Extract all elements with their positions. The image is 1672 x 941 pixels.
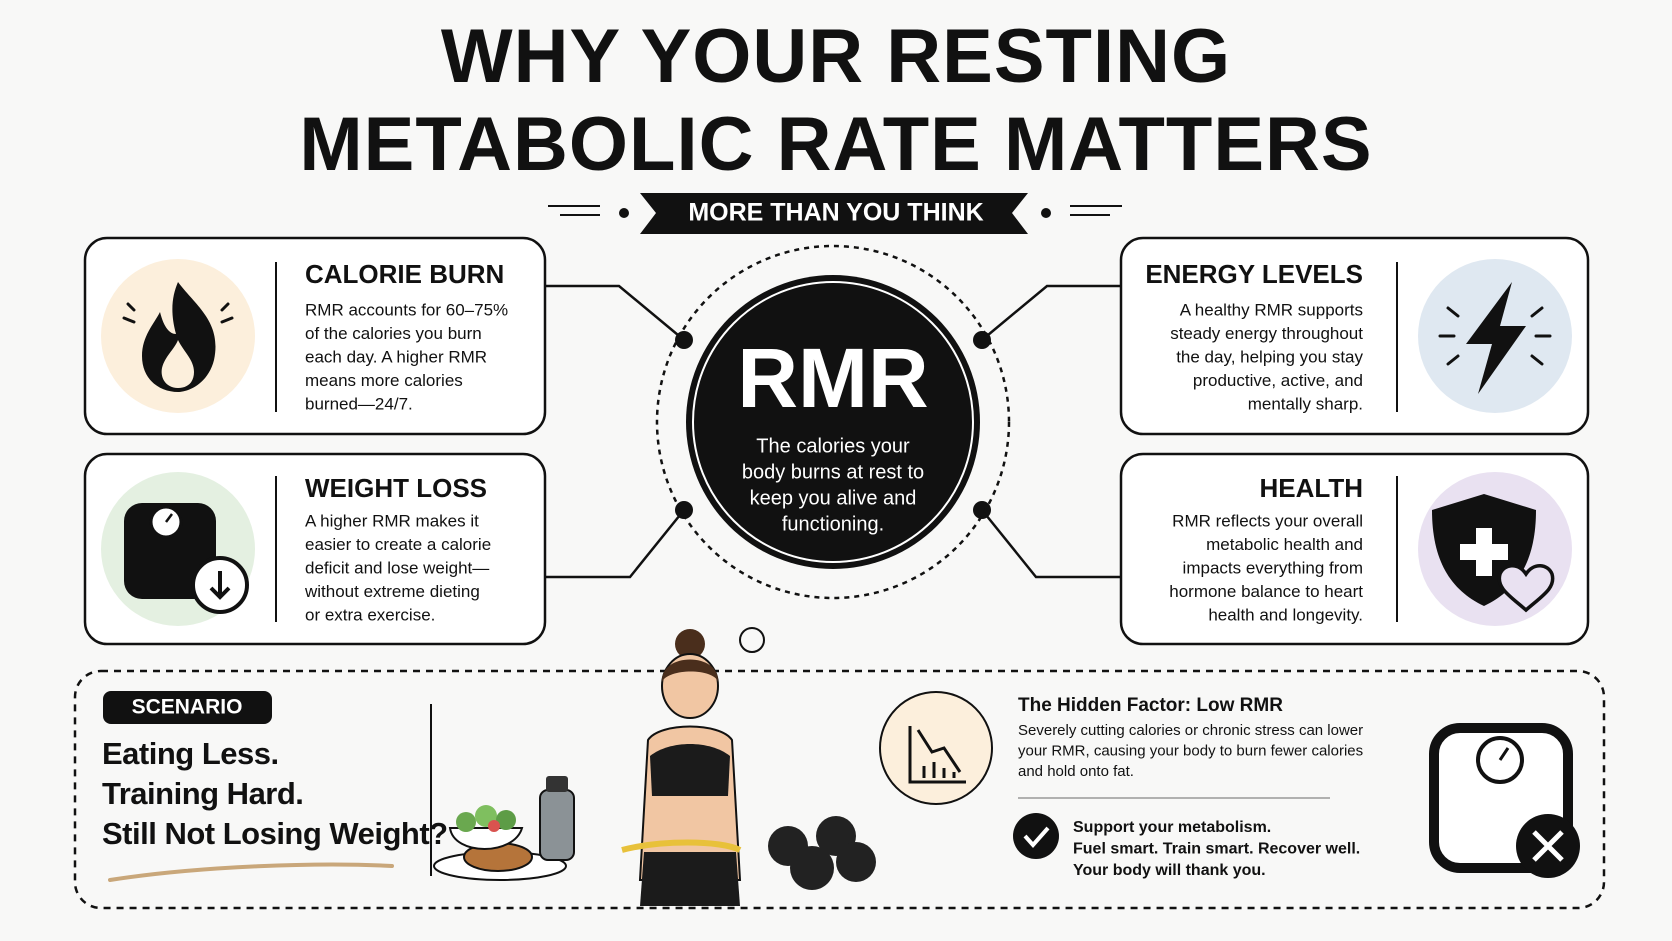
check-mark xyxy=(1023,826,1050,849)
text-line: steady energy throughout xyxy=(1170,324,1363,343)
text-line: your RMR, causing your body to burn fewe… xyxy=(1018,742,1363,759)
text-line: metabolic health and xyxy=(1206,535,1363,554)
subtitle-ribbon xyxy=(548,193,1122,234)
card-title: ENERGY LEVELS xyxy=(1145,259,1363,289)
text-line: health and longevity. xyxy=(1208,605,1363,624)
text-line: A healthy RMR supports xyxy=(1180,300,1363,319)
center-description: The calories your body burns at rest to ke… xyxy=(742,435,924,535)
connectors xyxy=(545,284,1121,579)
text-line: body burns at rest to xyxy=(742,461,924,483)
text-line: Your body will thank you. xyxy=(1073,862,1266,879)
text-line: easier to create a calorie xyxy=(305,535,491,554)
text-line: the day, helping you stay xyxy=(1176,347,1363,366)
scale-x-icon xyxy=(1429,723,1580,878)
subtitle: MORE THAN YOU THINK xyxy=(688,199,983,227)
card-title: CALORIE BURN xyxy=(305,259,504,289)
text-line: burned—24/7. xyxy=(305,394,413,413)
text-line: Severely cutting calories or chronic str… xyxy=(1018,722,1363,739)
text-line: RMR accounts for 60–75% xyxy=(305,300,508,319)
text-line: The calories your xyxy=(756,435,910,457)
text-line: Training Hard. xyxy=(102,776,303,811)
text-line: and hold onto fat. xyxy=(1018,763,1134,780)
text-line: productive, active, and xyxy=(1193,371,1363,390)
text-line: without extreme dieting xyxy=(304,582,480,601)
text-line: deficit and lose weight— xyxy=(305,558,489,577)
cards: CALORIE BURN RMR accounts for 60–75% of th… xyxy=(83,236,1590,646)
center-circle xyxy=(686,275,980,569)
text-line: hormone balance to heart xyxy=(1169,582,1363,601)
dashed-ring xyxy=(655,244,1011,600)
text-line: each day. A higher RMR xyxy=(305,347,487,366)
illustration xyxy=(433,627,876,906)
chart-icon-circle xyxy=(879,691,993,805)
underline-swoosh xyxy=(108,862,394,882)
text-line: A higher RMR makes it xyxy=(305,511,479,530)
title-line: WHY YOUR RESTING xyxy=(441,14,1231,99)
text-line: RMR reflects your overall xyxy=(1172,511,1363,530)
hidden-factor-text: Severely cutting calories or chronic str… xyxy=(1018,722,1363,780)
scenario-tag-bg xyxy=(103,691,272,724)
hidden-factor-title: The Hidden Factor: Low RMR xyxy=(1018,695,1283,716)
text-line: mentally sharp. xyxy=(1248,394,1363,413)
text-line: of the calories you burn xyxy=(305,324,482,343)
text-line: Fuel smart. Train smart. Recover well. xyxy=(1073,841,1360,858)
card-title: HEALTH xyxy=(1259,473,1363,503)
chart-icon xyxy=(908,726,966,784)
text-line: means more calories xyxy=(305,371,463,390)
text-line: Eating Less. xyxy=(102,736,279,771)
scenario-lines: Eating Less. Training Hard. Still Not Losi… xyxy=(102,736,448,851)
center-ring xyxy=(692,281,974,563)
text-line: functioning. xyxy=(782,513,884,535)
text-line: keep you alive and xyxy=(750,487,917,509)
support-text: Support your metabolism. Fuel smart. Trai… xyxy=(1073,819,1360,879)
text-line: impacts everything from xyxy=(1183,558,1363,577)
scenario-tag: SCENARIO xyxy=(132,696,243,719)
check-icon xyxy=(1013,813,1059,859)
text-line: Support your metabolism. xyxy=(1073,819,1271,836)
card-title: WEIGHT LOSS xyxy=(305,473,487,503)
center-label: RMR xyxy=(737,331,928,425)
text-line: or extra exercise. xyxy=(305,605,435,624)
text-line: Still Not Losing Weight? xyxy=(102,816,448,851)
title-line: METABOLIC RATE MATTERS xyxy=(299,102,1372,187)
